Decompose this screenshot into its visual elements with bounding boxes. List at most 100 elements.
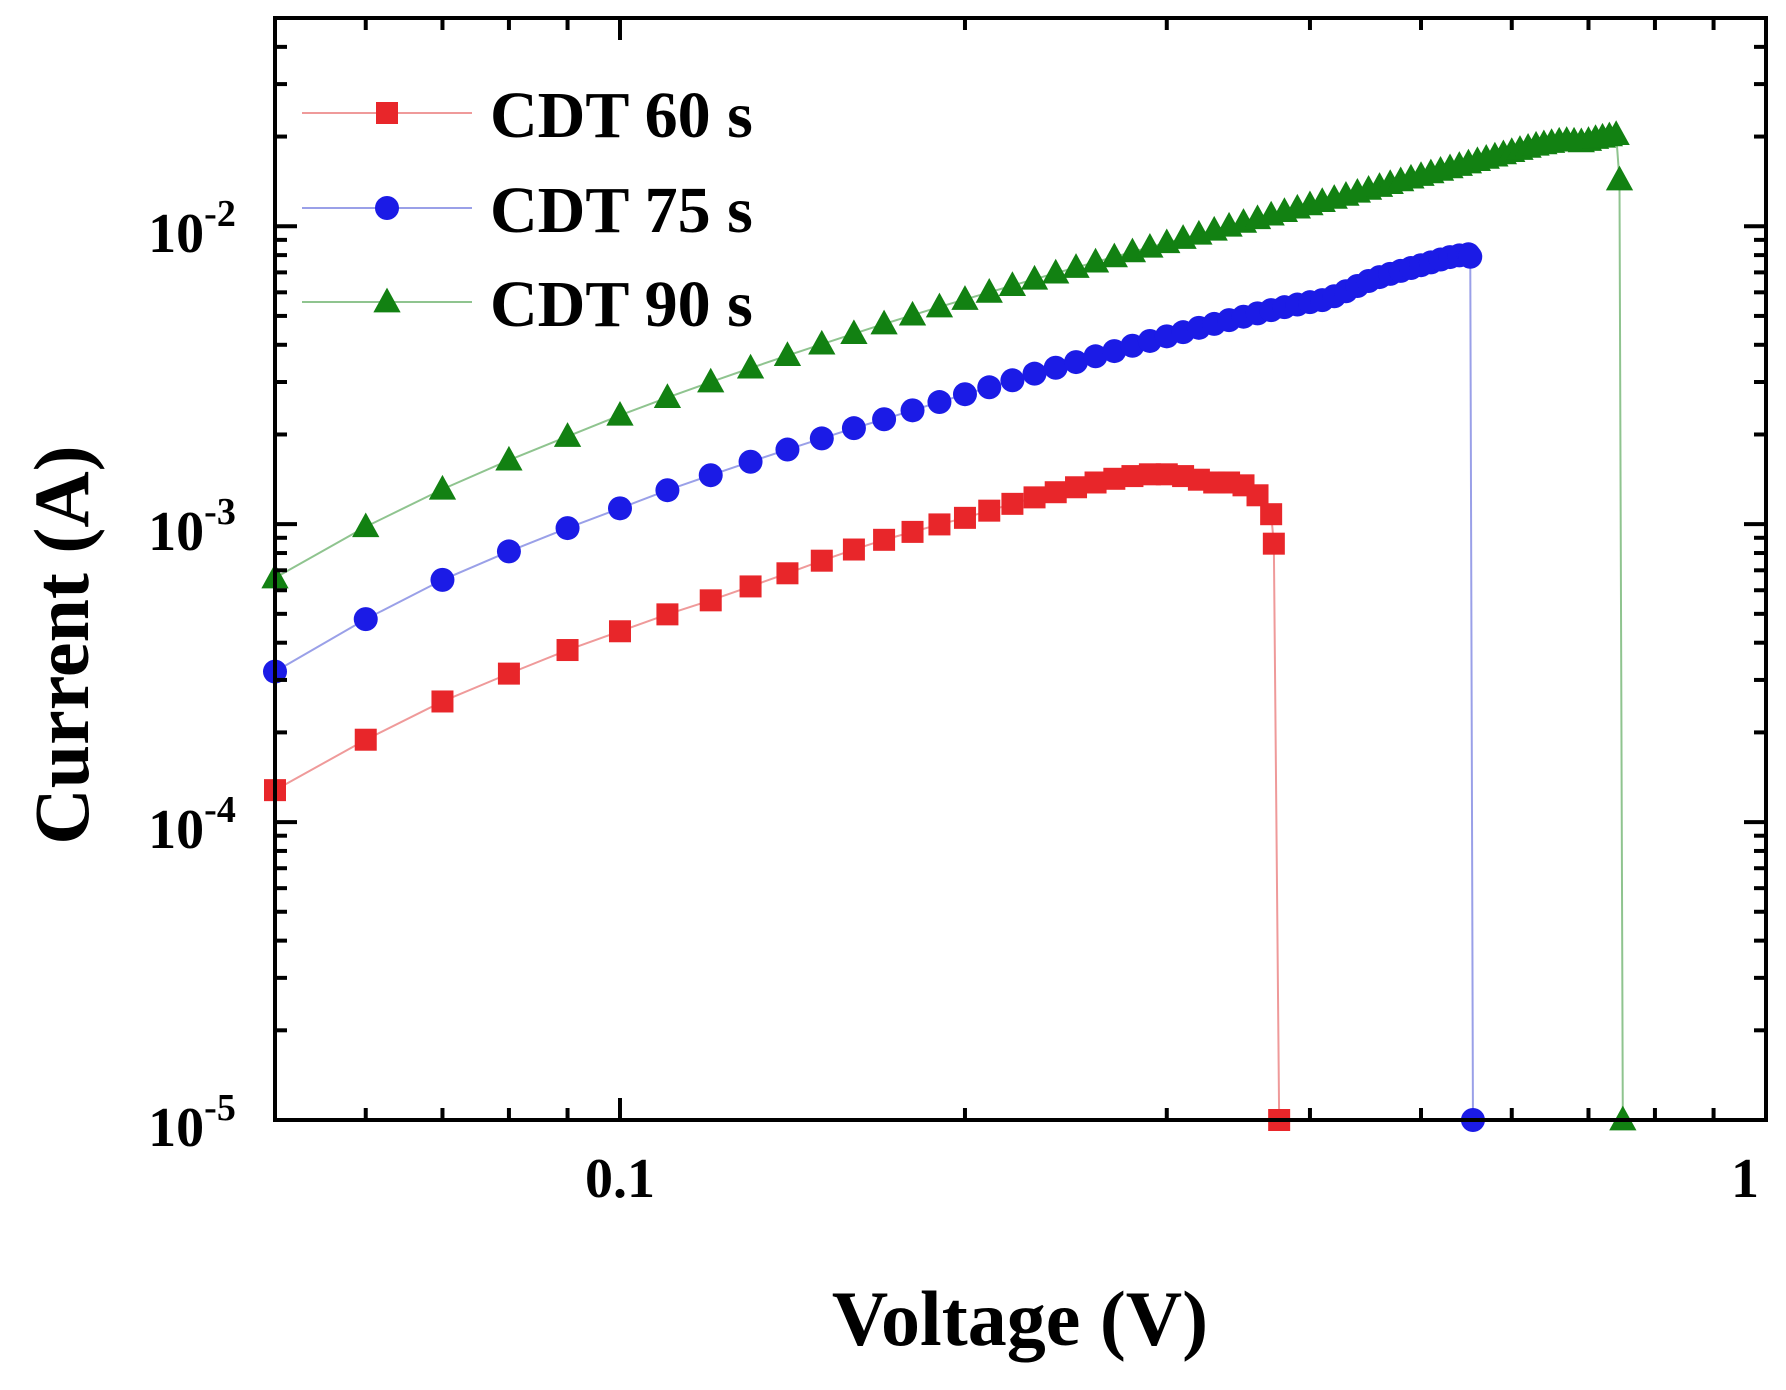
data-point: [1121, 465, 1144, 488]
data-point: [698, 463, 723, 488]
data-point: [431, 690, 454, 713]
data-point: [1022, 361, 1047, 386]
data-point: [928, 513, 951, 536]
legend-marker: [376, 102, 398, 124]
data-point: [1458, 244, 1483, 269]
data-point: [739, 575, 762, 598]
axis-ticks: [275, 16, 1766, 1122]
data-point: [840, 319, 868, 345]
data-point: [738, 449, 763, 474]
data-point: [809, 426, 834, 451]
legend-marker: [375, 196, 399, 220]
y-tick-label: 10-4: [148, 789, 236, 861]
legend-label: CDT 90 s: [490, 268, 753, 341]
legend-label: CDT 60 s: [490, 79, 753, 152]
series-circle: [263, 242, 1485, 1132]
y-tick-label: 10-5: [148, 1087, 236, 1159]
y-tick-exponent: -3: [204, 491, 236, 533]
y-tick-exponent: -2: [204, 193, 236, 235]
data-point: [496, 539, 521, 564]
data-point: [1262, 532, 1285, 555]
legend: CDT 60 s CDT 75 s CDT 90 s: [302, 79, 753, 341]
data-point: [977, 375, 1002, 400]
data-point: [607, 496, 632, 521]
y-tick-base: 10: [148, 799, 204, 861]
x-tick-label: 1: [1731, 1148, 1759, 1210]
data-point: [354, 728, 377, 751]
data-point: [1103, 467, 1126, 490]
data-point: [555, 516, 580, 541]
y-tick-base: 10: [148, 203, 204, 265]
data-point: [656, 603, 679, 626]
data-point: [1042, 258, 1070, 284]
y-tick-base: 10: [148, 501, 204, 563]
data-point: [841, 416, 866, 441]
data-point: [775, 437, 800, 462]
y-tick-exponent: -5: [204, 1087, 236, 1129]
data-point: [553, 422, 582, 447]
data-point: [608, 620, 631, 643]
data-point: [898, 300, 927, 326]
data-point: [1083, 344, 1108, 369]
series-line: [274, 253, 1474, 1121]
data-point: [1602, 120, 1630, 146]
data-point: [736, 353, 765, 379]
data-point: [1043, 355, 1068, 380]
data-point: [1246, 484, 1269, 507]
y-axis-title: Current (A): [18, 445, 105, 844]
data-point: [873, 528, 896, 551]
legend-label: CDT 75 s: [490, 174, 753, 247]
data-point: [497, 662, 520, 685]
data-point: [352, 512, 380, 538]
y-tick-base: 10: [148, 1097, 204, 1159]
data-point: [1084, 471, 1107, 494]
series-square: [264, 463, 1291, 1131]
data-point: [810, 549, 833, 572]
data-point: [1138, 463, 1161, 486]
axis-tick-labels: 0.1 110-510-410-310-2: [148, 193, 1759, 1210]
plot-curves: [261, 120, 1637, 1132]
data-point: [653, 383, 682, 408]
data-point: [606, 400, 634, 426]
data-point: [1023, 486, 1046, 509]
data-point: [428, 474, 457, 500]
data-point: [697, 367, 725, 393]
data-point: [430, 567, 455, 592]
y-tick-exponent: -4: [204, 789, 236, 831]
data-point: [901, 520, 924, 543]
data-point: [951, 285, 979, 310]
data-point: [900, 398, 925, 423]
data-point: [998, 271, 1027, 297]
data-point: [1605, 165, 1634, 191]
data-point: [870, 309, 898, 335]
data-point: [808, 329, 836, 355]
data-point: [1102, 339, 1127, 364]
data-point: [353, 607, 378, 632]
data-point: [495, 445, 523, 471]
data-point: [975, 278, 1003, 303]
data-point: [1260, 503, 1283, 526]
data-point: [1064, 350, 1089, 375]
y-tick-label: 10-3: [148, 491, 236, 563]
data-point: [953, 506, 976, 529]
data-point: [1020, 264, 1049, 290]
data-point: [978, 499, 1001, 522]
data-point: [842, 538, 865, 561]
data-point: [1000, 368, 1025, 393]
data-point: [927, 390, 952, 415]
data-point: [1065, 476, 1088, 499]
series-triangle: [261, 120, 1637, 1131]
data-point: [699, 589, 722, 612]
series-line: [274, 133, 1624, 1121]
y-tick-label: 10-2: [148, 193, 236, 265]
data-point: [1001, 492, 1024, 515]
data-point: [952, 382, 977, 407]
data-point: [556, 639, 579, 662]
data-point: [655, 478, 680, 503]
data-point: [1044, 481, 1067, 504]
x-tick-label: 0.1: [585, 1148, 655, 1210]
data-point: [872, 407, 897, 432]
data-point: [925, 292, 954, 318]
data-point: [773, 341, 802, 366]
